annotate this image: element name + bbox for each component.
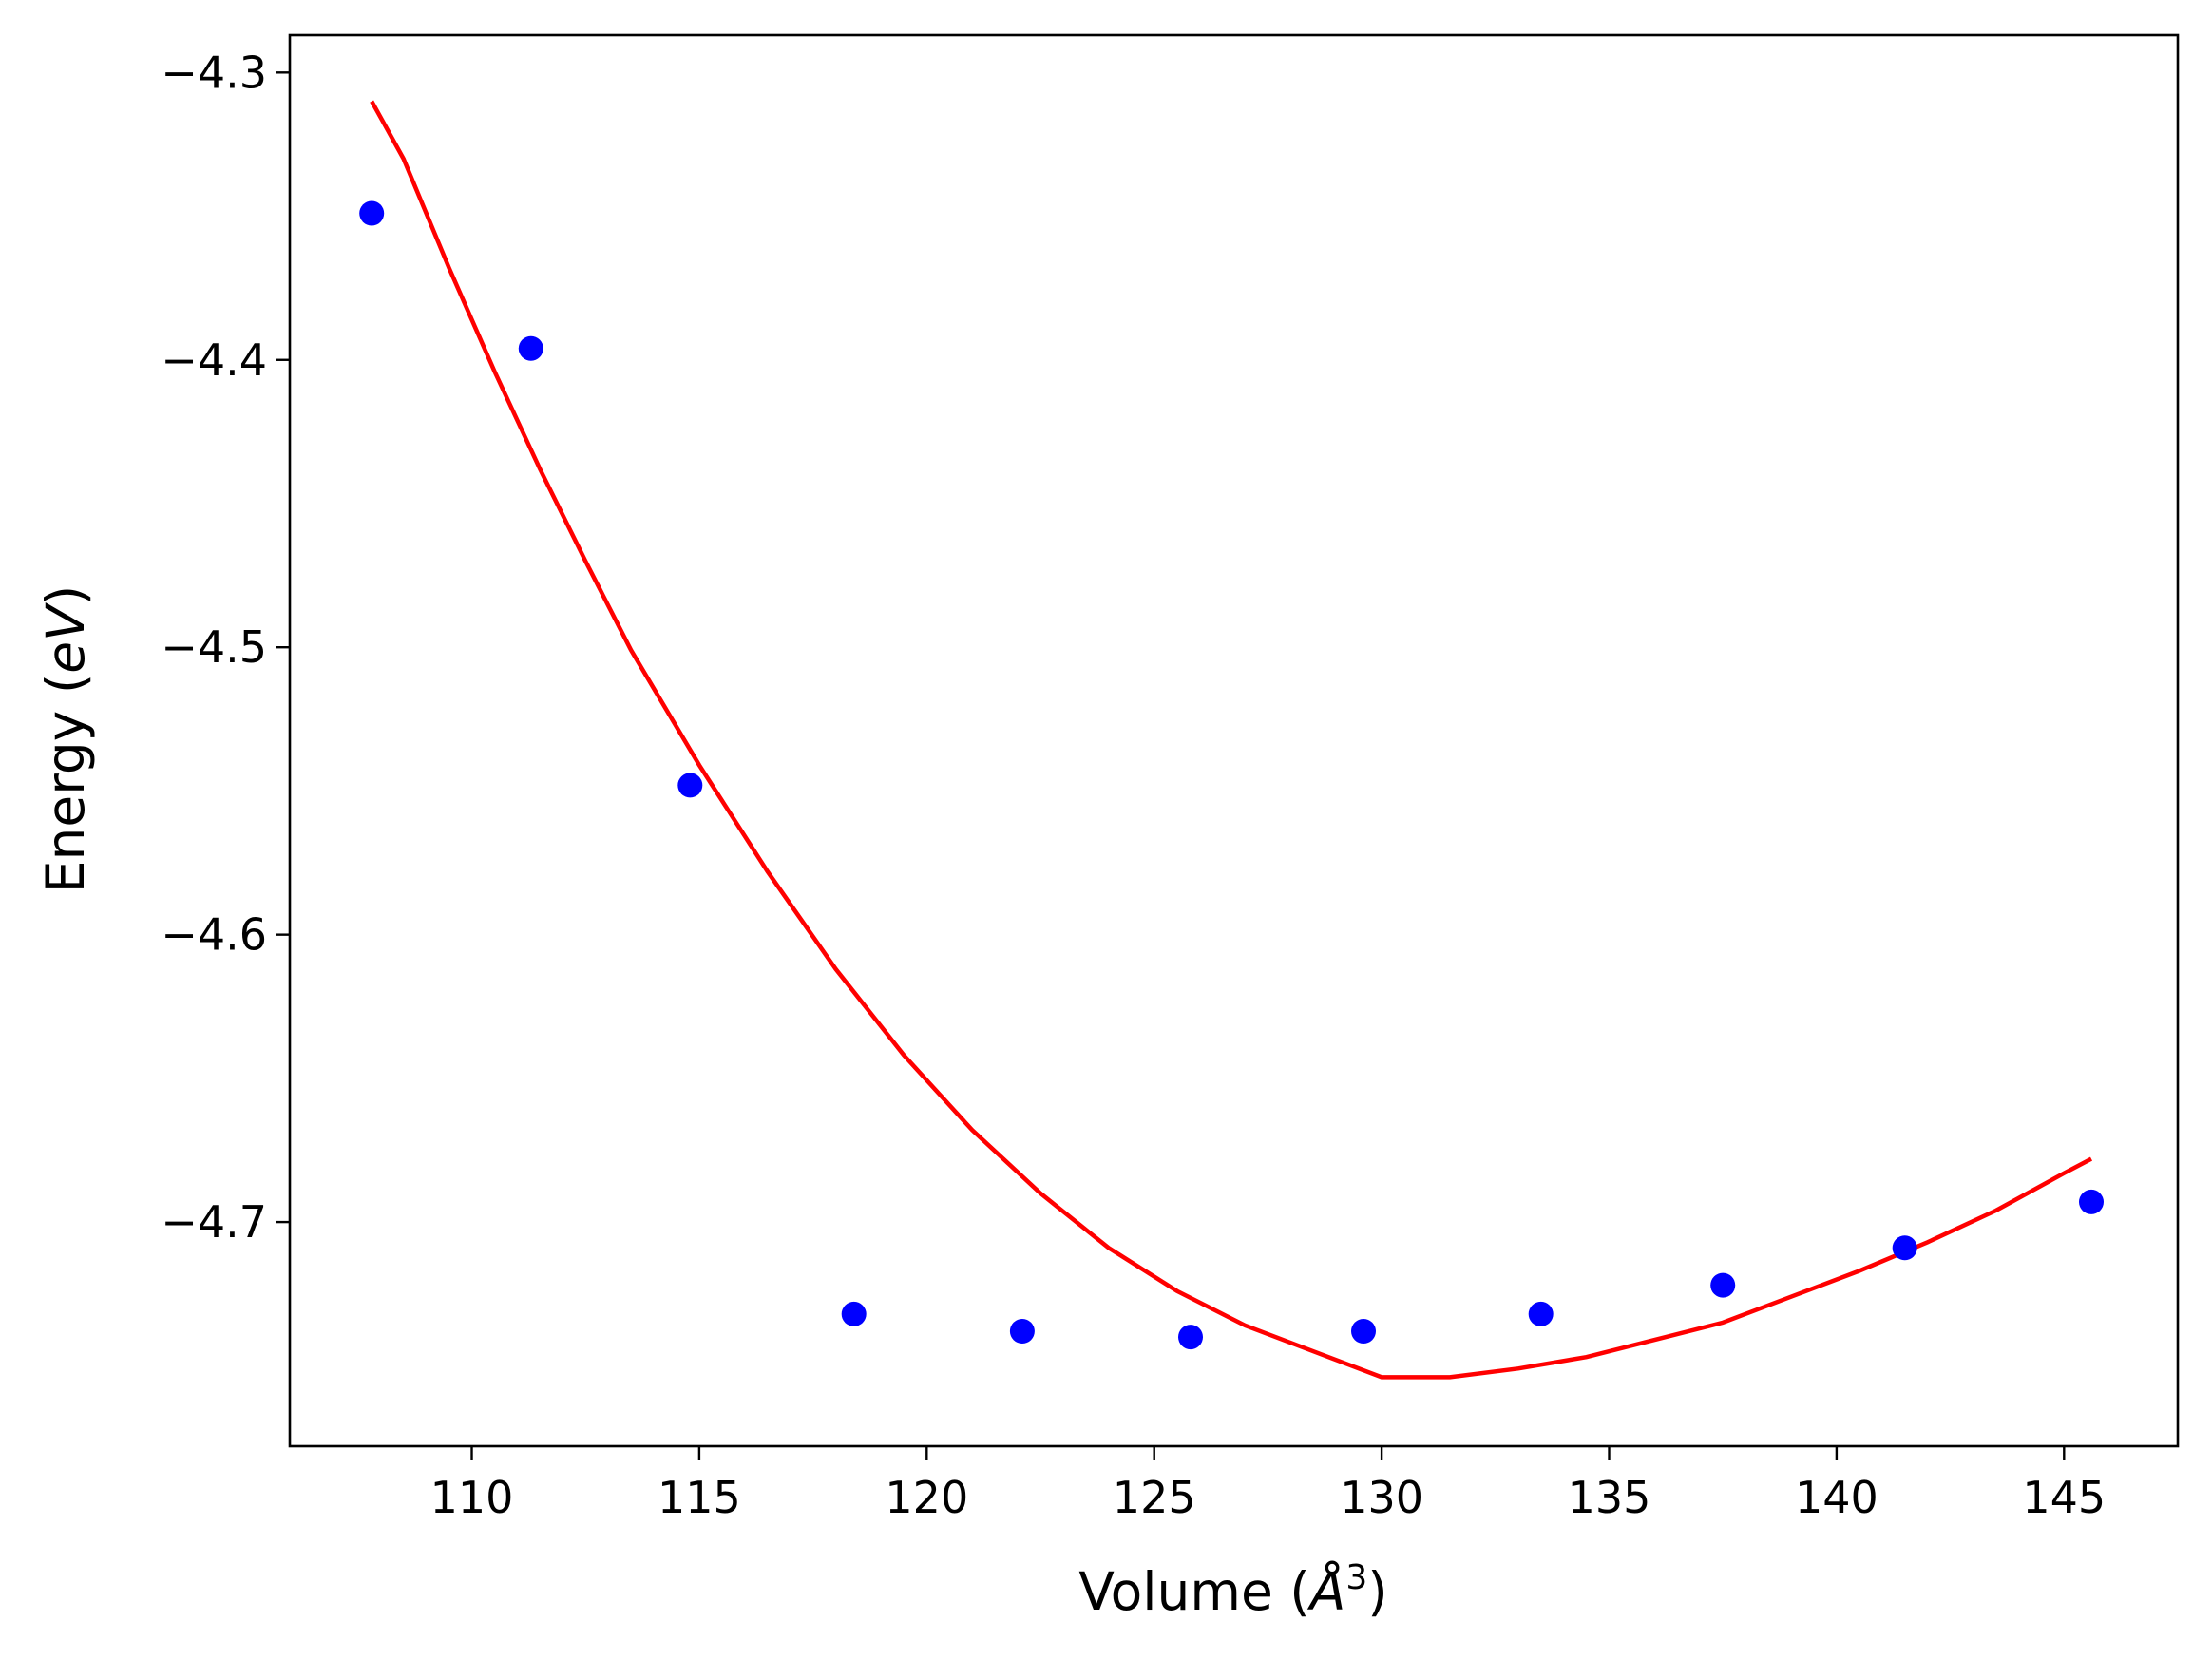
- x-tick-label: 110: [430, 1472, 514, 1523]
- y-tick-label: −4.7: [161, 1196, 267, 1248]
- x-tick-label: 125: [1113, 1472, 1196, 1523]
- y-axis-label: Energy (eV): [35, 585, 96, 893]
- data-point: [518, 335, 543, 361]
- x-axis-label-main: Volume (: [1078, 1561, 1310, 1622]
- data-point: [1351, 1319, 1376, 1344]
- data-point: [677, 773, 703, 798]
- x-axis-label-close: ): [1367, 1561, 1387, 1622]
- x-tick-label: 130: [1340, 1472, 1423, 1523]
- x-tick-label: 145: [2022, 1472, 2106, 1523]
- x-axis-label-unit: Å: [1307, 1560, 1346, 1622]
- y-axis-label-main: Energy (: [35, 674, 96, 894]
- x-tick-label: 115: [658, 1472, 741, 1523]
- y-tick-label: −4.6: [161, 909, 267, 961]
- y-axis-label-close: ): [35, 585, 96, 605]
- fit-curve: [370, 100, 2093, 1380]
- x-tick-label: 140: [1795, 1472, 1878, 1523]
- y-axis-ticks: −4.3 −4.4 −4.5 −4.6 −4.7: [161, 47, 290, 1248]
- y-tick-label: −4.4: [161, 334, 267, 386]
- data-point: [1009, 1319, 1035, 1344]
- data-point: [1178, 1325, 1203, 1350]
- y-tick-label: −4.5: [161, 621, 267, 673]
- y-tick-label: −4.3: [161, 47, 267, 98]
- data-points-layer: [359, 200, 2104, 1350]
- data-point: [359, 200, 385, 226]
- data-point: [1892, 1235, 1917, 1261]
- fit-curve-layer: [370, 100, 2093, 1380]
- x-tick-label: 135: [1568, 1472, 1651, 1523]
- x-axis-label-exponent: 3: [1345, 1558, 1367, 1597]
- x-tick-label: 120: [885, 1472, 968, 1523]
- plot-frame: [288, 33, 2180, 1448]
- data-point: [2079, 1189, 2104, 1214]
- data-point: [1528, 1301, 1554, 1326]
- data-point: [841, 1301, 867, 1326]
- y-axis-label-unit: eV: [35, 602, 96, 674]
- x-axis-label: Volume (Å3): [1078, 1558, 1388, 1622]
- data-point: [1710, 1272, 1736, 1298]
- x-axis-ticks: 110 115 120 125 130 135 140 145: [430, 1446, 2106, 1523]
